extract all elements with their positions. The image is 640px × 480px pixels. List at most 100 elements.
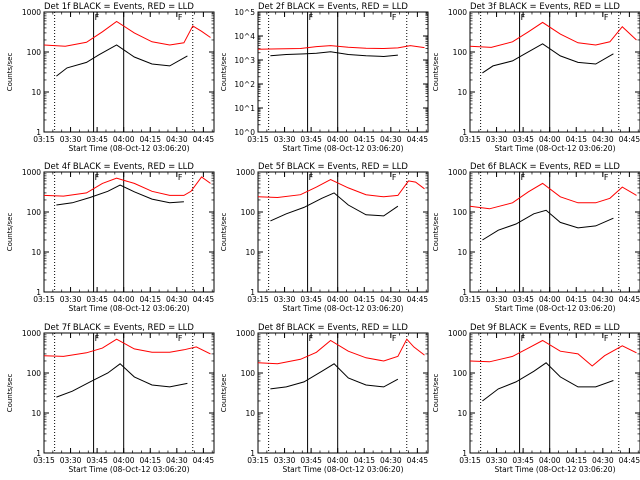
x-axis-label: Start Time (08-Oct-12 03:06:20) xyxy=(282,144,403,153)
x-tick-label: 04:00 xyxy=(113,295,135,304)
x-tick-label: 03:45 xyxy=(300,456,322,465)
x-tick-label: 03:45 xyxy=(86,135,108,144)
x-tick-label: 03:45 xyxy=(512,456,534,465)
events-series-line xyxy=(482,362,614,402)
y-tick-label: 10 xyxy=(245,409,255,418)
x-tick-label: 03:45 xyxy=(300,295,322,304)
y-tick-label: 1000 xyxy=(22,8,41,17)
x-tick-label: 03:30 xyxy=(274,456,296,465)
flag-marker: F xyxy=(521,334,526,343)
panel-title: Det 7f BLACK = Events, RED = LLD xyxy=(44,323,194,333)
y-axis-label: Counts/sec xyxy=(220,213,228,252)
flag-marker: F xyxy=(521,173,526,182)
plot-frame xyxy=(469,332,640,454)
x-axis-label: Start Time (08-Oct-12 03:06:20) xyxy=(494,304,615,313)
events-series-line xyxy=(56,44,188,77)
y-axis-label: Counts/sec xyxy=(432,213,440,252)
x-tick-label: 03:30 xyxy=(60,456,82,465)
x-tick-label: 04:00 xyxy=(539,295,561,304)
y-tick-label: 1 xyxy=(462,449,467,458)
events-series-line xyxy=(482,43,614,74)
flag-marker: F xyxy=(521,13,526,22)
events-series-line xyxy=(56,363,188,398)
x-tick-label: 04:00 xyxy=(327,456,349,465)
x-tick-label: 03:15 xyxy=(33,295,55,304)
y-tick-label: 10^5 xyxy=(234,8,255,17)
lld-series-line xyxy=(257,338,425,365)
events-series-line xyxy=(270,51,398,58)
plot-frame xyxy=(469,171,640,293)
flag-marker: F xyxy=(178,13,183,22)
x-tick-label: 03:30 xyxy=(274,295,296,304)
panel-det-3: Det 3f BLACK = Events, RED = LLD 1 10 100 10… xyxy=(432,2,640,153)
y-tick-label: 100 xyxy=(453,208,468,217)
panel-title: Det 2f BLACK = Events, RED = LLD xyxy=(258,2,408,12)
y-axis-label: Counts/sec xyxy=(6,213,14,252)
flag-marker: F xyxy=(309,334,314,343)
y-tick-label: 1000 xyxy=(22,329,41,338)
y-tick-label: 10 xyxy=(457,248,467,257)
y-tick-label: 1000 xyxy=(236,329,255,338)
y-tick-label: 100 xyxy=(241,208,256,217)
plot-frame xyxy=(43,11,215,133)
x-tick-label: 03:15 xyxy=(247,295,269,304)
y-axis-label: Counts/sec xyxy=(220,53,228,92)
flag-marker: F xyxy=(604,173,609,182)
x-tick-label: 04:45 xyxy=(619,295,640,304)
y-tick-label: 1 xyxy=(462,128,467,137)
panel-det-6: Det 6f BLACK = Events, RED = LLD 1 10 100 10… xyxy=(432,162,640,313)
y-tick-label: 100 xyxy=(453,48,468,57)
y-tick-label: 10 xyxy=(457,409,467,418)
x-tick-label: 03:30 xyxy=(486,456,508,465)
y-tick-label: 10^1 xyxy=(234,104,255,113)
flag-marker: F xyxy=(392,13,397,22)
plot-frame xyxy=(469,11,640,133)
y-tick-label: 10 xyxy=(31,409,41,418)
x-axis-label: Start Time (08-Oct-12 03:06:20) xyxy=(282,465,403,474)
y-tick-label: 1000 xyxy=(236,168,255,177)
x-tick-label: 04:30 xyxy=(592,295,614,304)
x-tick-label: 04:15 xyxy=(353,135,375,144)
y-tick-label: 1 xyxy=(250,449,255,458)
flag-marker: F xyxy=(604,13,609,22)
flag-marker: F xyxy=(95,13,100,22)
x-tick-label: 04:00 xyxy=(113,456,135,465)
panel-det-8: Det 8f BLACK = Events, RED = LLD 1 10 100 10… xyxy=(220,323,429,474)
x-tick-label: 04:45 xyxy=(193,135,215,144)
flag-marker: F xyxy=(604,334,609,343)
plot-frame xyxy=(43,332,215,454)
flag-marker: F xyxy=(95,334,100,343)
y-tick-label: 100 xyxy=(27,48,42,57)
x-tick-label: 03:45 xyxy=(512,135,534,144)
panel-det-5: Det 5f BLACK = Events, RED = LLD 1 10 100 10… xyxy=(220,162,429,313)
lld-series-line xyxy=(43,20,211,47)
y-tick-label: 100 xyxy=(453,369,468,378)
y-axis-label: Counts/sec xyxy=(432,53,440,92)
flag-marker: F xyxy=(309,13,314,22)
x-tick-label: 04:30 xyxy=(166,295,188,304)
y-tick-label: 1 xyxy=(36,128,41,137)
x-axis-label: Start Time (08-Oct-12 03:06:20) xyxy=(494,465,615,474)
x-tick-label: 03:15 xyxy=(247,135,269,144)
plot-frame xyxy=(43,171,215,293)
y-tick-label: 1 xyxy=(36,288,41,297)
panel-title: Det 8f BLACK = Events, RED = LLD xyxy=(258,323,408,333)
x-axis-label: Start Time (08-Oct-12 03:06:20) xyxy=(494,144,615,153)
y-axis-label: Counts/sec xyxy=(220,374,228,413)
y-tick-label: 1000 xyxy=(448,8,467,17)
x-tick-label: 03:30 xyxy=(60,295,82,304)
plot-frame xyxy=(257,171,429,293)
y-tick-label: 10 xyxy=(31,88,41,97)
panel-det-9: Det 9f BLACK = Events, RED = LLD 1 10 100 10… xyxy=(432,323,640,474)
x-tick-label: 04:45 xyxy=(407,295,429,304)
x-tick-label: 03:45 xyxy=(512,295,534,304)
flag-marker: F xyxy=(95,173,100,182)
lld-series-line xyxy=(257,45,425,50)
x-tick-label: 04:15 xyxy=(565,295,587,304)
panel-det-2: Det 2f BLACK = Events, RED = LLD 10^0 10^1… xyxy=(220,2,429,153)
events-series-line xyxy=(270,363,399,390)
panel-title: Det 5f BLACK = Events, RED = LLD xyxy=(258,162,408,172)
x-tick-label: 04:45 xyxy=(619,135,640,144)
y-tick-label: 10^4 xyxy=(234,32,255,41)
